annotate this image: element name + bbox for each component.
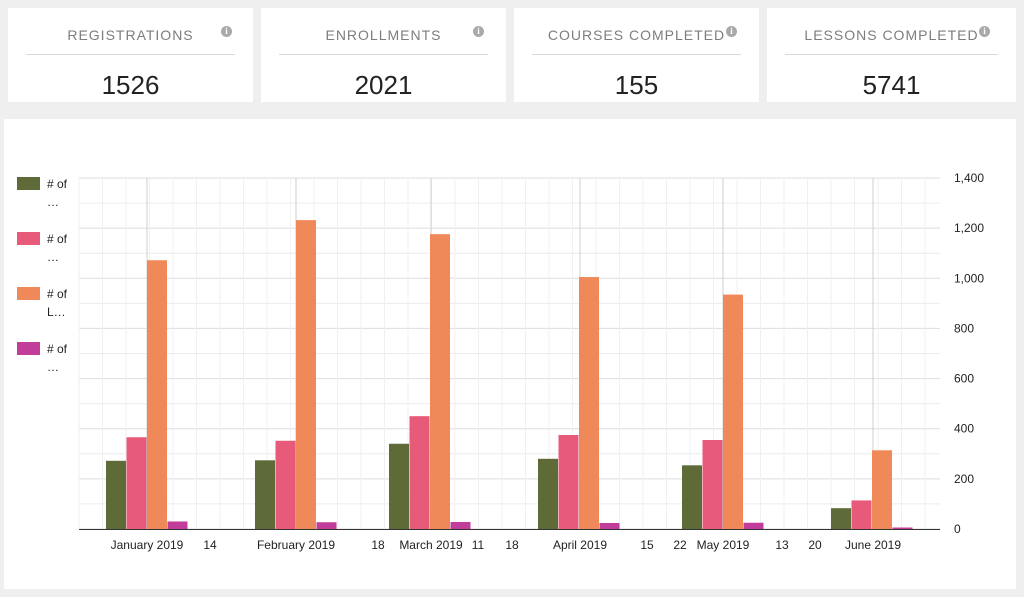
bar	[275, 440, 296, 529]
card-divider	[785, 54, 998, 55]
bar	[430, 234, 450, 529]
x-tick-label: 15	[640, 538, 654, 552]
bar	[831, 508, 851, 529]
x-tick-label: 22	[673, 538, 687, 552]
x-tick-label: 11	[472, 538, 485, 552]
bar	[851, 500, 872, 529]
lessons-completed-title: LESSONS COMPLETED	[804, 27, 979, 43]
x-tick-label: 14	[203, 538, 217, 552]
legend-item-lessons[interactable]: # of L…	[17, 285, 77, 335]
lessons-completed-card: LESSONS COMPLETED i 5741	[767, 8, 1016, 102]
enrollments-card: ENROLLMENTS i 2021	[261, 8, 506, 102]
x-tick-label: 18	[371, 538, 385, 552]
legend-label: # of L…	[47, 287, 68, 319]
bar	[450, 521, 471, 529]
enrollments-title: ENROLLMENTS	[325, 27, 442, 43]
legend-item-registrations[interactable]: # of …	[17, 175, 77, 225]
info-icon[interactable]: i	[726, 26, 737, 37]
legend-swatch	[17, 342, 40, 355]
enrollments-value: 2021	[354, 70, 413, 100]
card-divider	[279, 54, 488, 55]
registrations-value: 1526	[101, 70, 160, 100]
bar	[702, 439, 723, 529]
x-tick-label: 18	[505, 538, 519, 552]
legend-swatch	[17, 177, 40, 190]
x-tick-label: May 2019	[697, 538, 750, 552]
bar	[167, 521, 188, 529]
bar	[316, 522, 337, 529]
y-tick-label: 0	[954, 522, 961, 536]
lessons-completed-value: 5741	[862, 70, 921, 100]
courses-completed-value: 155	[614, 70, 659, 100]
info-icon[interactable]: i	[221, 26, 232, 37]
y-tick-label: 800	[954, 321, 974, 335]
card-divider	[26, 54, 235, 55]
bar	[126, 437, 147, 529]
bar	[409, 416, 430, 529]
y-tick-label: 600	[954, 372, 974, 386]
y-tick-label: 1,400	[954, 171, 984, 185]
legend-item-courses[interactable]: # of …	[17, 340, 77, 390]
info-icon[interactable]: i	[473, 26, 484, 37]
courses-completed-title: COURSES COMPLETED	[547, 27, 726, 43]
y-tick-label: 1,200	[954, 221, 984, 235]
bar	[599, 522, 620, 529]
legend-swatch	[17, 287, 40, 300]
x-tick-label: March 2019	[399, 538, 463, 552]
bar	[296, 220, 316, 529]
legend-item-enrollments[interactable]: # of …	[17, 230, 77, 280]
legend-label: # of …	[47, 177, 68, 209]
x-tick-label: February 2019	[257, 538, 335, 552]
info-icon[interactable]: i	[979, 26, 990, 37]
y-tick-label: 1,000	[954, 271, 984, 285]
bar	[892, 527, 913, 529]
x-tick-label: 13	[775, 538, 789, 552]
bar	[723, 294, 743, 529]
legend-label: # of …	[47, 232, 68, 264]
bar	[389, 443, 409, 529]
bar	[538, 458, 558, 529]
legend-swatch	[17, 232, 40, 245]
y-tick-label: 200	[954, 472, 974, 486]
courses-completed-card: COURSES COMPLETED i 155	[514, 8, 759, 102]
bar	[872, 450, 892, 529]
bar	[106, 460, 126, 529]
x-tick-label: April 2019	[553, 538, 607, 552]
bar	[682, 465, 702, 529]
x-tick-label: January 2019	[111, 538, 184, 552]
stats-row: REGISTRATIONS i 1526 ENROLLMENTS i 2021 …	[0, 0, 1024, 110]
bar	[558, 434, 579, 529]
card-divider	[532, 54, 741, 55]
bar	[743, 522, 764, 529]
bar	[579, 277, 599, 529]
registrations-card: REGISTRATIONS i 1526	[8, 8, 253, 102]
x-tick-label: 20	[808, 538, 822, 552]
registrations-title: REGISTRATIONS	[67, 27, 194, 43]
legend-label: # of …	[47, 342, 68, 374]
bar	[255, 460, 275, 529]
y-tick-label: 400	[954, 422, 974, 436]
bar	[147, 260, 167, 529]
x-tick-label: June 2019	[845, 538, 901, 552]
